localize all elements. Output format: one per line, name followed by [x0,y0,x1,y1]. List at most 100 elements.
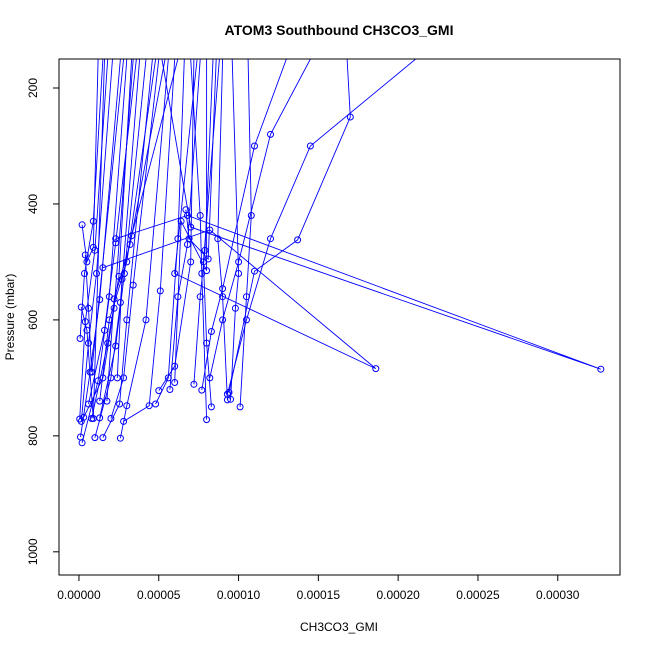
data-point-2-1 [85,339,92,347]
series-line-25 [226,59,416,395]
data-point-23-1 [219,316,227,324]
series-line-36 [185,59,217,261]
data-point-2-2 [93,270,100,277]
data-point-31-1 [101,326,108,334]
data-point-3-2 [89,217,97,225]
series-line-16 [193,59,214,385]
data-point-18-0 [207,403,215,411]
data-point-24-1 [251,267,258,275]
x-tick-label: 0.00020 [376,588,420,602]
data-point-11-0 [116,434,124,442]
series-line-31 [88,59,137,405]
y-axis-label: Pressure (mbar) [3,274,17,361]
data-point-25-3 [306,142,314,150]
series-line-26 [115,59,601,370]
data-point-36-0 [182,206,190,214]
series-line-19 [217,59,228,400]
y-tick-label: 800 [26,426,40,446]
x-axis: 0.00000 0.00005 0.00010 0.00015 0.00020 0.000… [57,575,580,602]
data-point-36-1 [185,235,193,243]
data-point-33-1 [110,295,118,303]
x-tick-label: 0.00030 [536,588,580,602]
data-point-17-0 [203,416,211,424]
data-point-19-1 [219,293,227,301]
series-line-22 [201,59,287,391]
x-tick-label: 0.00005 [137,588,181,602]
data-point-31-2 [112,239,120,247]
series-line-14 [158,59,195,391]
data-point-23-0 [206,374,214,382]
series-line-9 [102,59,153,438]
series-line-10 [110,59,160,419]
series-line-33 [106,59,166,402]
series-line-29 [84,59,125,373]
data-point-31-0 [85,400,92,408]
data-point-12-0 [120,417,128,425]
chart-title: ATOM3 Southbound CH3CO3_GMI [225,22,454,38]
data-point-34-1 [118,275,126,283]
series-layer [76,59,605,447]
series-line-5 [83,59,134,418]
y-axis: 200 400 600 800 1000 [26,78,59,565]
data-point-4-0 [78,439,86,447]
data-point-11-1 [123,402,131,410]
data-point-35-2 [203,267,211,275]
data-point-17-2 [196,212,204,219]
data-point-34-0 [113,374,121,382]
data-point-16-1 [196,293,204,301]
series-line-20 [230,59,240,400]
series-line-35 [174,59,208,383]
data-point-34-2 [128,232,136,240]
data-point-23-3 [267,130,274,138]
y-tick-label: 400 [26,194,40,214]
data-point-30-1 [83,326,91,334]
data-point-12-2 [156,287,164,295]
series-line-15 [169,59,201,390]
data-point-12-1 [145,402,153,410]
data-point-10-2 [129,281,137,289]
data-point-20-1 [231,304,239,312]
data-point-25-2 [267,235,274,243]
series-line-11 [119,59,169,439]
x-tick-label: 0.00015 [297,588,341,602]
series-line-17 [190,59,208,420]
data-point-14-2 [187,258,195,266]
y-tick-label: 1000 [26,538,40,565]
data-point-32-0 [96,397,104,405]
data-point-35-1 [177,217,185,225]
y-tick-label: 600 [26,310,40,330]
data-point-26-2 [597,365,605,373]
series-line-7 [94,59,141,438]
series-line-8 [99,59,147,418]
data-point-25-0 [223,390,231,398]
data-point-24-2 [294,236,302,244]
series-line-3 [79,59,104,339]
data-point-29-1 [85,304,92,312]
data-point-25-1 [243,316,250,324]
plot-frame [58,58,621,576]
data-point-14-0 [155,387,163,395]
series-line-21 [239,59,252,407]
data-point-3-0 [76,335,84,342]
data-point-24-3 [346,113,354,121]
data-point-28-1 [83,258,91,266]
data-point-16-0 [190,380,198,388]
data-point-30-2 [89,415,97,422]
data-point-15-0 [166,386,174,393]
x-tick-label: 0.00000 [57,588,101,602]
data-point-21-0 [236,403,244,411]
data-point-28-2 [89,243,97,251]
series-line-4 [81,59,128,443]
x-tick-label: 0.00010 [217,588,261,602]
data-point-28-0 [78,221,86,229]
data-point-27-3 [171,270,179,277]
data-point-7-0 [91,434,99,442]
data-point-9-1 [116,400,124,408]
data-point-35-0 [171,379,179,386]
data-point-22-1 [207,328,215,335]
x-tick-label: 0.00025 [456,588,500,602]
data-point-9-0 [99,434,107,442]
y-tick-label: 200 [26,78,40,98]
series-line-28 [81,59,99,264]
